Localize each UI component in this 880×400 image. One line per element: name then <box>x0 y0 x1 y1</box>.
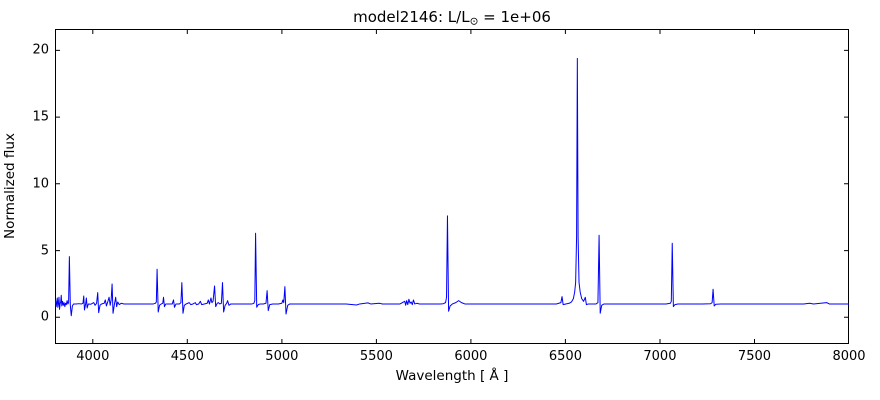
x-tick-label: 6000 <box>454 349 488 364</box>
y-tick-label: 10 <box>32 176 49 192</box>
x-tick-label: 4500 <box>170 349 204 364</box>
x-tick-label: 6500 <box>548 349 582 364</box>
y-axis-label: Normalized flux <box>2 133 18 239</box>
axis-ticks <box>55 29 849 344</box>
sun-symbol: ⊙ <box>469 15 479 28</box>
x-tick-label: 7500 <box>737 349 772 364</box>
x-tick-label: 8000 <box>832 349 866 364</box>
y-tick-label: 5 <box>40 243 49 259</box>
x-axis-label: Wavelength [ Å ] <box>395 368 509 384</box>
x-tick-label: 5500 <box>359 349 393 364</box>
y-tick-label: 0 <box>40 309 49 325</box>
chart-title-suffix: = 1e+06 <box>478 8 551 26</box>
plot-canvas <box>55 29 849 344</box>
x-tick-label: 5000 <box>265 349 299 364</box>
axes-frame <box>55 29 849 344</box>
y-tick-label: 20 <box>32 42 49 58</box>
chart-title-prefix: model2146: L/L <box>353 8 470 26</box>
x-tick-label: 7000 <box>643 349 677 364</box>
y-tick-label: 15 <box>32 109 49 125</box>
spectrum-line <box>55 57 849 317</box>
x-tick-label: 4000 <box>76 349 110 364</box>
chart-title: model2146: L/L⊙ = 1e+06 <box>55 8 849 28</box>
